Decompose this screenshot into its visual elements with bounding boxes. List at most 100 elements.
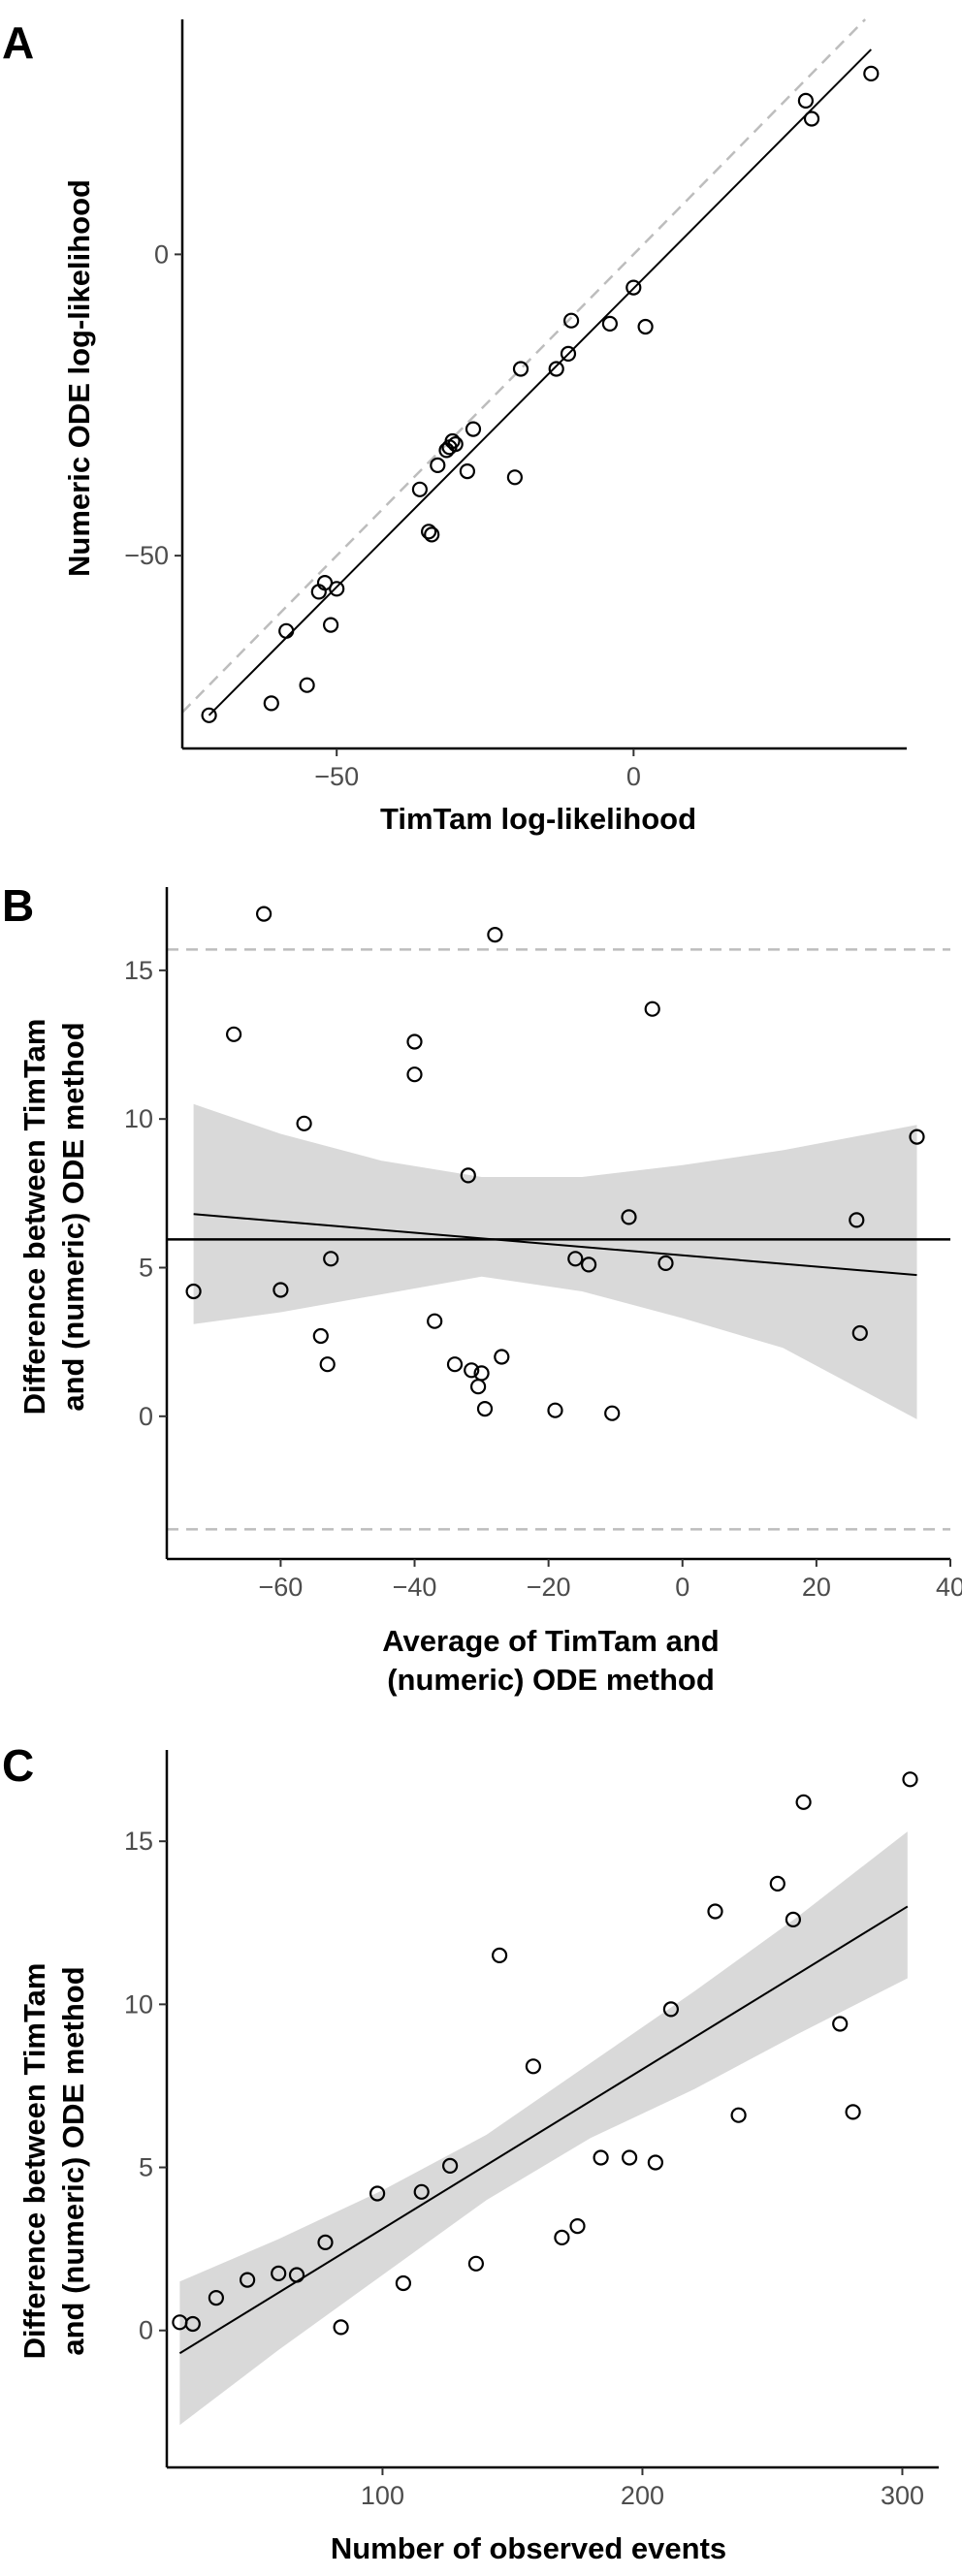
panel-b-y-tick-label: 10	[124, 1104, 153, 1133]
panel-b-point-6	[319, 1356, 336, 1373]
panel-c-point-3	[240, 2272, 256, 2288]
panel-c-point-16	[569, 2218, 586, 2235]
panel-c-plot-area: 100 200 300 0 5 10 15	[124, 1750, 939, 2510]
panel-c-point-4	[271, 2265, 287, 2281]
panel-letter-c: C	[2, 1740, 34, 1791]
panel-a-y-tick-label: −50	[124, 541, 169, 570]
panel-c-point-10	[413, 2183, 430, 2200]
panel-b-point-8	[406, 1066, 423, 1083]
panel-c-x-tick-label: 200	[621, 2481, 664, 2510]
panel-a-x-tick-label: 0	[626, 762, 641, 791]
panel-c: C 100 200 300 0 5 10 15 Number of observed eve…	[2, 1740, 939, 2565]
panel-a-plot-area: −50 0 −50 0	[124, 18, 907, 791]
panel-c-point-11	[442, 2157, 459, 2174]
panel-b-point-4	[296, 1115, 312, 1131]
panel-c-point-27	[845, 2104, 861, 2120]
panel-c-point-2	[208, 2290, 224, 2306]
panel-b-y-axis-title-line-1: Difference between TimTam	[17, 1019, 51, 1415]
panel-c-y-tick-label: 15	[124, 1827, 153, 1856]
panel-a-x-axis-title: TimTam log-likelihood	[380, 802, 696, 836]
panel-c-point-13	[491, 1947, 508, 1964]
panel-b-point-18	[494, 1349, 510, 1365]
panel-a-point-16	[459, 463, 475, 480]
panel-b-y-tick-label: 5	[139, 1253, 153, 1282]
panel-c-y-tick-label: 0	[139, 2316, 153, 2345]
panel-a-point-2	[278, 622, 295, 639]
panel-a-point-21	[560, 345, 577, 362]
panel-c-point-20	[662, 2001, 680, 2018]
panel-c-x-tick-label: 100	[361, 2481, 404, 2510]
panel-a-y-tick-label: 0	[154, 239, 169, 269]
panel-c-x-tick-label: 300	[881, 2481, 924, 2510]
panel-c-point-6	[317, 2234, 334, 2250]
panel-b-point-19	[547, 1402, 563, 1418]
panel-c-fit-line	[178, 1905, 909, 2355]
panel-a-point-25	[637, 318, 654, 335]
panel-c-point-23	[769, 1875, 786, 1892]
panel-a-point-19	[512, 361, 529, 377]
panel-b-point-21	[580, 1256, 597, 1273]
panel-a-point-17	[465, 421, 482, 437]
panel-b: B −60 −40 −20 0 20 40 0 5 10 15 Average of TimTam…	[2, 880, 962, 1697]
panel-a-point-22	[562, 312, 580, 329]
panel-c-point-9	[395, 2274, 411, 2292]
panel-b-point-5	[312, 1327, 329, 1345]
panel-a-point-6	[323, 617, 339, 633]
panel-c-point-22	[730, 2107, 747, 2123]
panel-b-point-25	[657, 1255, 674, 1272]
panel-b-point-20	[567, 1251, 584, 1267]
panel-a-point-10	[424, 526, 440, 543]
panel-b-point-9	[406, 1034, 423, 1050]
panel-b-point-24	[644, 1001, 660, 1017]
panel-c-point-26	[832, 2016, 849, 2032]
panel-b-x-tick-label: 40	[936, 1573, 962, 1602]
panel-a-x-tick-label: −50	[314, 762, 359, 791]
panel-c-point-14	[525, 2058, 542, 2075]
panel-b-point-1	[226, 1026, 242, 1042]
panel-b-point-10	[427, 1313, 443, 1329]
panel-a-point-27	[803, 111, 820, 127]
panel-a-point-23	[601, 315, 619, 332]
panel-b-confidence-band	[193, 1103, 917, 1419]
panel-a-point-1	[263, 695, 279, 712]
panel-c-point-8	[369, 2185, 386, 2202]
panel-b-point-0	[185, 1283, 202, 1300]
panel-a-point-0	[201, 707, 217, 723]
panel-a-point-3	[299, 677, 315, 693]
panel-c-point-21	[707, 1903, 723, 1920]
panel-a-y-axis-title: Numeric ODE log-likelihood	[62, 179, 96, 577]
panel-c-point-19	[647, 2154, 664, 2171]
panel-b-point-3	[273, 1282, 289, 1298]
panel-c-point-24	[785, 1911, 802, 1928]
panel-a-point-15	[447, 436, 464, 453]
panel-a-fit-line	[208, 48, 872, 716]
panel-letter-a: A	[2, 17, 34, 68]
panel-a-point-28	[863, 65, 880, 82]
panel-b-y-tick-label: 15	[124, 956, 153, 985]
panel-c-point-18	[621, 2149, 638, 2166]
panel-a-point-8	[411, 481, 428, 497]
panel-a-identity-line	[181, 18, 867, 714]
panel-c-point-1	[184, 2315, 201, 2333]
panel-b-point-26	[849, 1212, 865, 1228]
panel-a-point-24	[625, 279, 642, 296]
panel-b-x-tick-label: −40	[393, 1573, 437, 1602]
panel-b-point-12	[460, 1167, 476, 1184]
panel-c-point-5	[288, 2267, 305, 2283]
panel-c-y-axis-title-line-1: Difference between TimTam	[17, 1963, 51, 2360]
panel-b-point-23	[621, 1209, 637, 1225]
panel-b-x-axis-title-line-2: (numeric) ODE method	[387, 1663, 715, 1697]
panel-c-point-12	[467, 2255, 484, 2272]
panel-b-point-2	[256, 906, 273, 922]
panel-c-point-15	[554, 2229, 570, 2245]
panel-c-point-7	[333, 2319, 349, 2336]
panel-c-y-tick-label: 10	[124, 1989, 153, 2019]
panel-a-point-20	[548, 361, 564, 377]
panel-a: A −50 0 −50 0 TimTam log-likelihood Numeric…	[2, 17, 907, 836]
panel-c-x-axis-title: Number of observed events	[331, 2531, 726, 2565]
panel-b-point-17	[487, 926, 503, 943]
panel-b-y-axis-title-line-2: and (numeric) ODE method	[56, 1022, 90, 1411]
panel-a-point-9	[421, 524, 437, 540]
panel-c-y-tick-label: 5	[139, 2153, 153, 2182]
